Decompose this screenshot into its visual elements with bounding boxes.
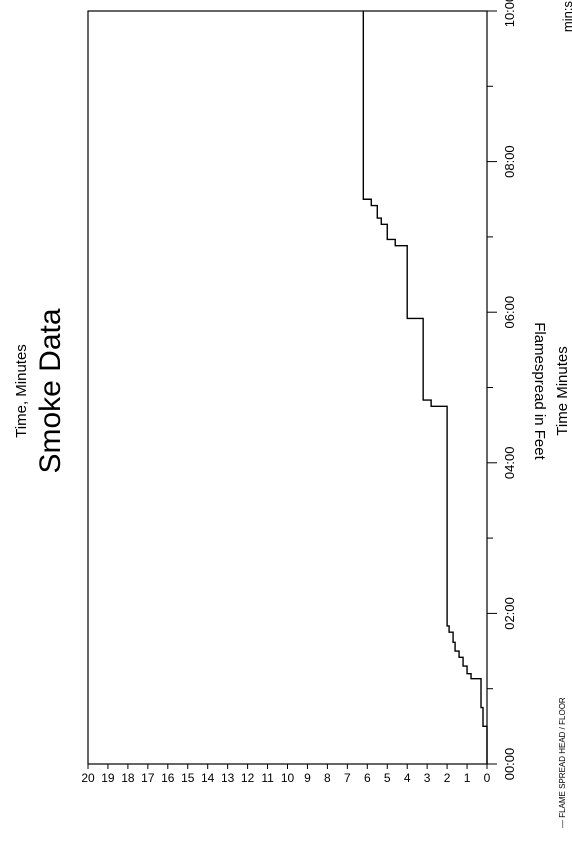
chart-subtitle: Time, Minutes <box>13 344 30 438</box>
y-tick-label: 8 <box>324 771 331 785</box>
flamespread-series-line <box>362 11 488 764</box>
y-tick-label: 6 <box>364 771 371 785</box>
y-tick-label: 2 <box>444 771 451 785</box>
y-tick-label: 5 <box>384 771 391 785</box>
x-axis-label: Time Minutes <box>554 346 571 435</box>
y-tick-label: 18 <box>121 771 135 785</box>
y-tick-label: 1 <box>464 771 471 785</box>
y-tick-label: 14 <box>201 771 215 785</box>
x-tick-label: 04:00 <box>502 447 517 480</box>
y-tick-label: 13 <box>221 771 235 785</box>
x-tick-label: 02:00 <box>502 597 517 630</box>
y-tick-label: 10 <box>281 771 295 785</box>
legend: — FLAME SPREAD HEAD / FLOOR <box>558 697 567 828</box>
y-tick-label: 9 <box>304 771 311 785</box>
y-tick-label: 3 <box>424 771 431 785</box>
y-tick-label: 12 <box>241 771 255 785</box>
y-tick-label: 19 <box>101 771 115 785</box>
x-tick-label: 06:00 <box>502 296 517 329</box>
x-tick-label: 00:00 <box>502 748 517 781</box>
y-tick-label: 17 <box>141 771 155 785</box>
y-tick-label: 16 <box>161 771 175 785</box>
y-tick-label: 20 <box>81 771 95 785</box>
plot-frame <box>87 10 488 765</box>
y-tick-label: 11 <box>261 771 274 785</box>
chart-title: Smoke Data <box>34 308 67 473</box>
x-tick-label: 08:00 <box>502 145 517 178</box>
y-tick-label: 15 <box>181 771 195 785</box>
y-axis-label: Flamespread in Feet <box>531 322 548 460</box>
y-tick-label: 0 <box>484 771 491 785</box>
y-tick-label: 4 <box>404 771 411 785</box>
x-tick-label: 10:00 <box>502 0 517 27</box>
y-tick-label: 7 <box>344 771 351 785</box>
x-axis-unit: min:s <box>560 1 572 33</box>
